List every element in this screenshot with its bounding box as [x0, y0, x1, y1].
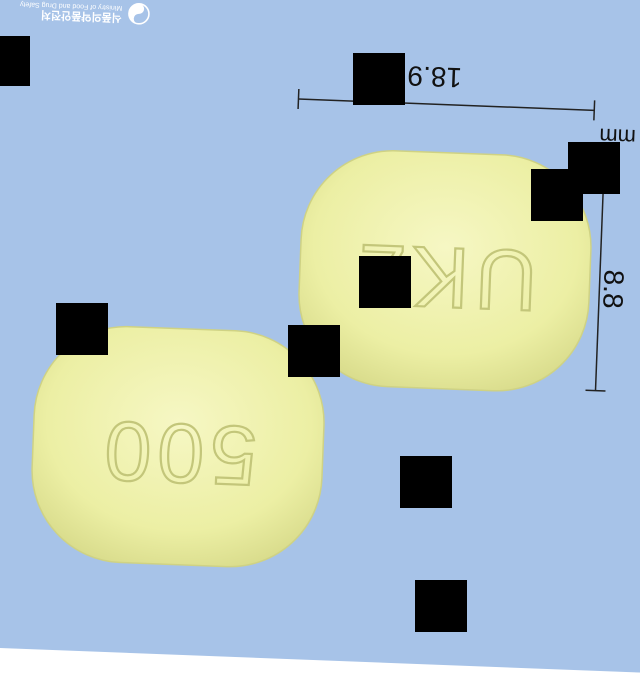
redaction-box [353, 53, 405, 105]
redaction-box [400, 456, 452, 508]
width-label: 8.8 [597, 269, 630, 310]
redaction-box [288, 325, 340, 377]
redaction-box [531, 169, 583, 221]
mfds-logo: 식품의약품안전처 Ministry of Food and Drug Safet… [19, 0, 150, 25]
length-dimension-line [297, 88, 596, 121]
redaction-box [56, 303, 108, 355]
mfds-emblem-icon [128, 3, 150, 25]
redaction-box [359, 256, 411, 308]
length-label: 18.9 [406, 60, 463, 94]
redaction-box [0, 36, 30, 86]
redaction-box [415, 580, 467, 632]
tablet-uk2: UK2 [298, 149, 592, 392]
tablet-500: 500 [31, 325, 325, 568]
tablet-500-imprint: 500 [97, 403, 259, 503]
